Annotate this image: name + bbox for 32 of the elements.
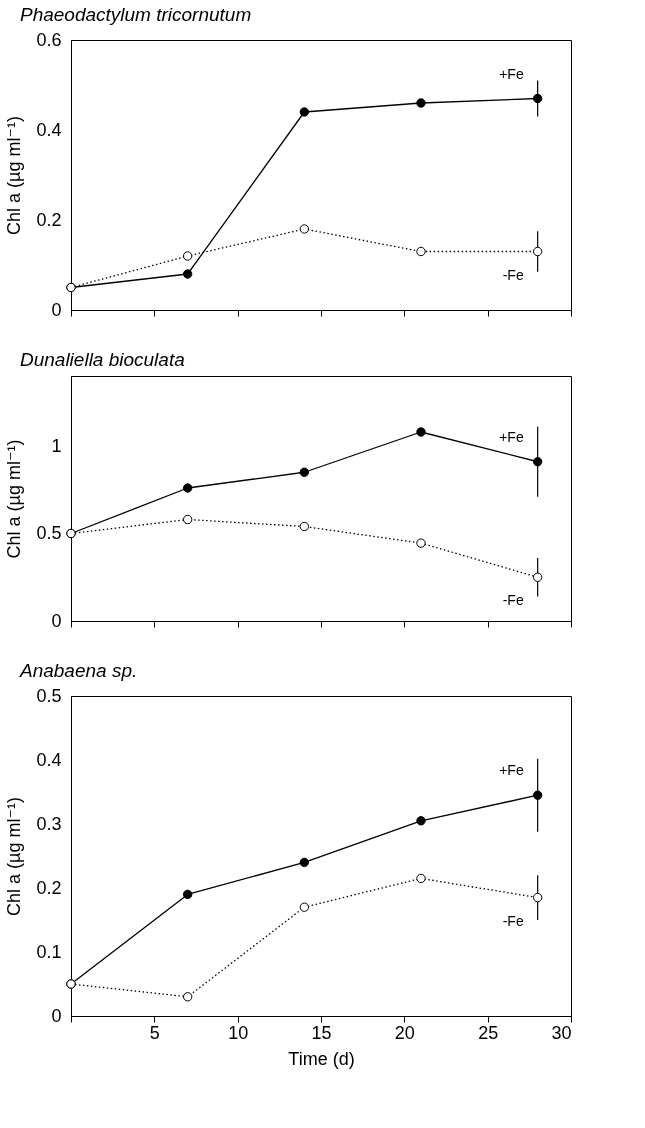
x-tick-label: 20 [394,1022,415,1043]
y-axis-title: Chl a (µg ml⁻¹) [4,797,25,916]
y-tick-label: 0 [51,610,62,631]
chart-title: Phaeodactylum tricornutum [19,4,252,25]
chart-title: Anabaena sp. [18,660,138,681]
y-tick-label: 0.4 [36,119,62,140]
y-tick-label: 0.2 [36,209,62,230]
series-label: -Fe [502,912,524,929]
x-tick-label: 5 [149,1022,160,1043]
series-label: -Fe [502,592,524,609]
chart-title: Dunaliella bioculata [19,349,185,370]
y-tick-label: 0.6 [36,29,62,50]
y-tick-label: 0.1 [36,941,62,962]
x-tick-label: 25 [478,1022,499,1043]
y-tick-label: 0.5 [36,685,62,706]
x-tick-label: 15 [311,1022,332,1043]
series-label: +Fe [499,762,524,779]
y-axis-title: Chl a (µg ml⁻¹) [4,439,25,559]
y-tick-label: 0.3 [36,813,62,834]
series-label: -Fe [502,266,524,283]
y-axis-title: Chl a (µg ml⁻¹) [4,116,25,235]
y-tick-label: 0 [51,299,62,320]
y-tick-label: 0.4 [36,749,62,770]
y-tick-label: 0.5 [36,523,62,543]
x-tick-label: 10 [228,1022,249,1043]
y-tick-label: 0.2 [36,877,62,898]
x-axis-title: Time (d) [288,1048,355,1069]
y-tick-label: 1 [51,435,62,456]
y-tick-label: 0 [51,1005,62,1026]
series-label: +Fe [499,428,524,445]
series-label: +Fe [499,65,524,82]
x-tick-label: 30 [551,1022,572,1043]
